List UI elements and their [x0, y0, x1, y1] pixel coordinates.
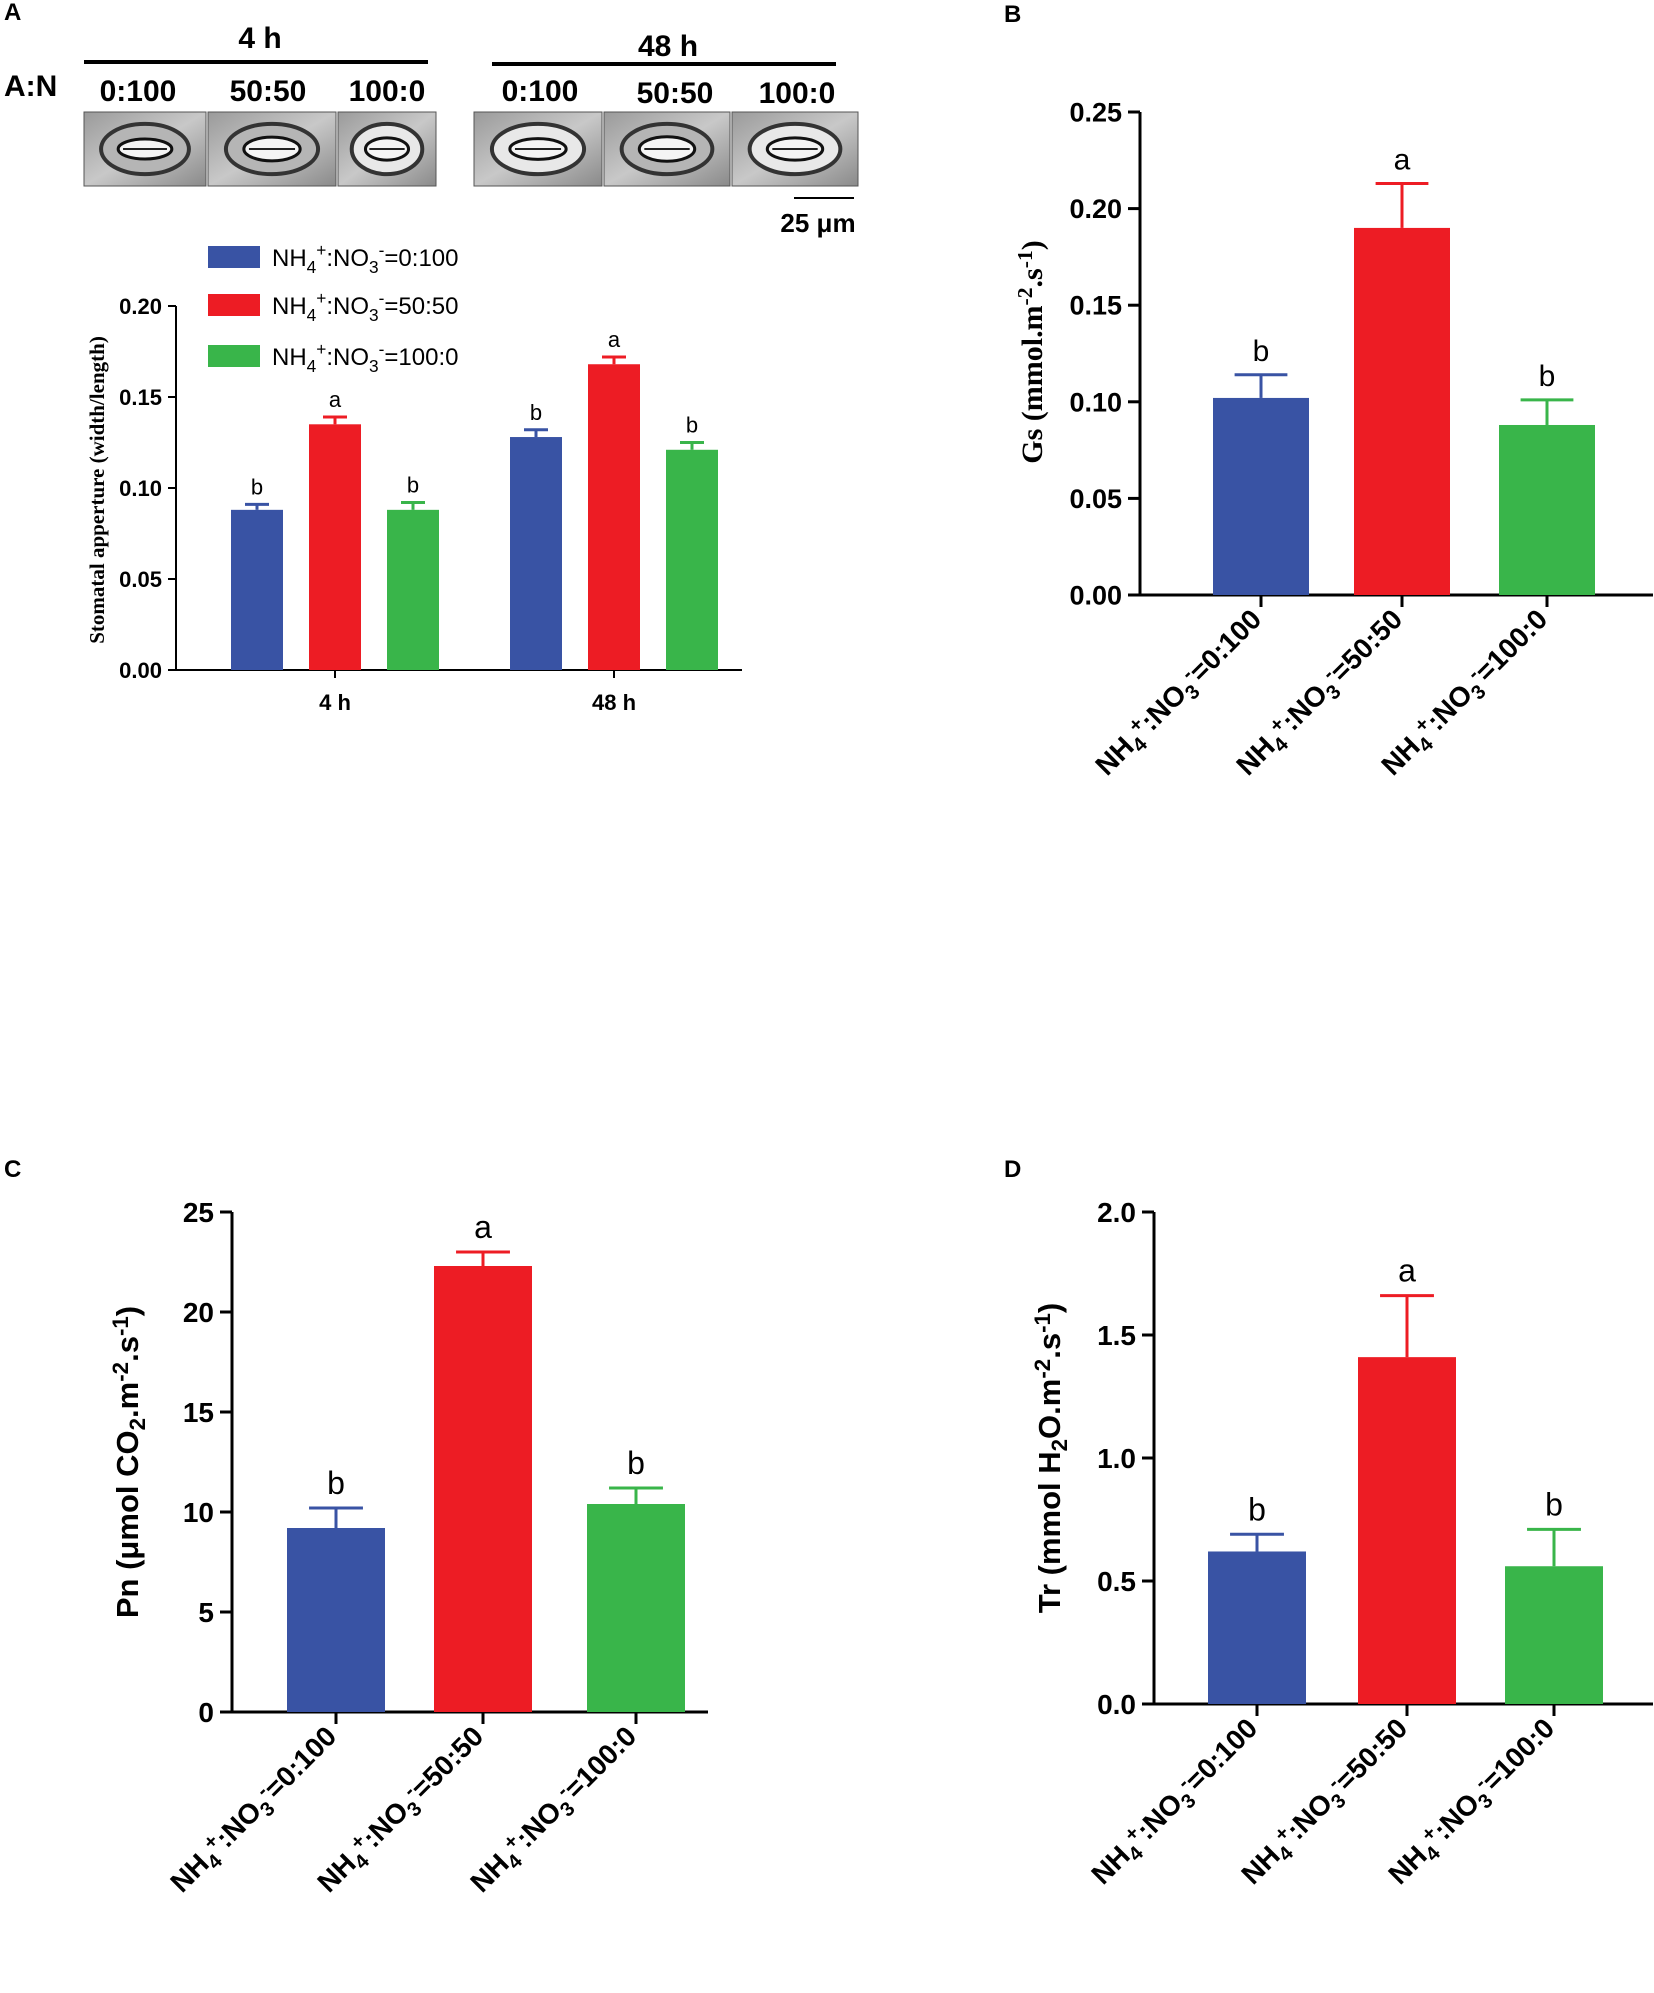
y-tick-label: 0.5	[1097, 1566, 1136, 1597]
legend-label: NH4+:NO3-=50:50	[272, 288, 458, 325]
y-tick-label: 0	[198, 1697, 214, 1728]
bar	[1358, 1357, 1456, 1704]
y-tick-label: 0.10	[119, 476, 162, 501]
bar	[1505, 1566, 1603, 1704]
bar	[588, 364, 640, 670]
significance-letter: a	[329, 387, 342, 412]
y-tick-label: 10	[183, 1497, 214, 1528]
ratio-label-4: 0:100	[502, 75, 579, 108]
y-tick-label: 0.25	[1069, 97, 1122, 127]
y-tick-label: 0.10	[1069, 387, 1122, 417]
y-tick-label: 0.20	[119, 294, 162, 319]
micrograph-tile	[473, 111, 603, 187]
row-label: A:N	[4, 70, 57, 103]
significance-letter: a	[608, 327, 621, 352]
y-tick-label: 5	[198, 1597, 214, 1628]
significance-letter: b	[530, 400, 542, 425]
chart-stomatal-aperture: 0.00 0.05 0.10 0.15 0.20 Stomatal apperture (…	[85, 240, 742, 715]
legend-label: NH4+:NO3-=0:100	[272, 240, 458, 277]
legend-label: NH4+:NO3-=100:0	[272, 339, 458, 376]
bar	[510, 437, 562, 670]
panel-label-a: A	[4, 0, 21, 26]
bar	[1354, 227, 1450, 596]
y-tick-label: 20	[183, 1297, 214, 1328]
legend-swatch	[208, 345, 260, 367]
significance-letter: a	[1394, 143, 1411, 176]
ratio-label-3: 100:0	[349, 75, 426, 108]
micrograph-tile	[337, 111, 437, 187]
y-axis-label: Pn (μmol CO2.m-2.s-1)	[108, 1306, 150, 1618]
bar	[387, 509, 439, 670]
ratio-label-1: 0:100	[100, 75, 177, 108]
ratio-label-6: 100:0	[759, 77, 836, 110]
y-tick-label: 0.00	[1069, 580, 1122, 610]
ratio-label-5: 50:50	[637, 77, 714, 110]
y-tick-label: 0.15	[119, 385, 162, 410]
bar	[309, 424, 361, 670]
y-tick-label: 1.0	[1097, 1443, 1136, 1474]
significance-letter: b	[1248, 1491, 1266, 1527]
y-tick-label: 0.15	[1069, 291, 1122, 321]
y-tick-label: 0.0	[1097, 1689, 1136, 1720]
stomata-micrographs	[83, 111, 859, 187]
time-group-48h: 48 h	[638, 30, 698, 63]
chart-pn: 0 5 10 15 20 25 Pn (μmol CO2.m-2.s-1) b NH4+:NO3…	[108, 1197, 708, 1903]
significance-letter: b	[627, 1445, 645, 1481]
bar	[1208, 1551, 1306, 1704]
y-tick-label: 0.05	[1069, 484, 1122, 514]
y-axis-label: Gs (mmol.m-2.s-1)	[1013, 240, 1049, 464]
bar	[587, 1504, 685, 1712]
y-axis-label: Tr (mmol H2O.m-2.s-1)	[1030, 1303, 1072, 1614]
significance-letter: a	[1398, 1253, 1416, 1289]
micrograph-tile	[731, 111, 859, 187]
significance-letter: b	[251, 474, 263, 499]
y-tick-label: 1.5	[1097, 1320, 1136, 1351]
y-axis-label: Stomatal apperture (width/length)	[85, 336, 109, 644]
bar	[1213, 397, 1309, 595]
legend-swatch	[208, 294, 260, 316]
x-category-label: NH4+:NO3-=100:0	[463, 1719, 647, 1903]
significance-letter: a	[474, 1209, 492, 1245]
y-tick-label: 0.00	[119, 658, 162, 683]
significance-letter: b	[686, 413, 698, 438]
micrograph-tile	[207, 111, 337, 187]
micrograph-tile	[83, 111, 207, 187]
significance-letter: b	[1539, 360, 1556, 393]
panel-label-c: C	[4, 1156, 21, 1183]
y-tick-label: 0.20	[1069, 194, 1122, 224]
significance-letter: b	[1545, 1486, 1563, 1522]
legend-swatch	[208, 246, 260, 268]
bar	[666, 449, 718, 670]
bar	[287, 1528, 385, 1712]
ratio-label-2: 50:50	[230, 75, 307, 108]
significance-letter: b	[407, 473, 419, 498]
chart-tr: 0.00.51.01.52.0Tr (mmol H2O.m-2.s-1)bNH4…	[1030, 1197, 1653, 1890]
micrograph-tile	[603, 111, 731, 187]
y-tick-label: 0.05	[119, 567, 162, 592]
panel-label-b: B	[1004, 1, 1021, 28]
micrograph-strip: A:N 4 h 48 h 0:100 50:50 100:0 0:100 50:…	[4, 22, 859, 238]
bar	[1499, 424, 1595, 595]
y-tick-label: 15	[183, 1397, 214, 1428]
panel-label-d: D	[1004, 1156, 1021, 1183]
y-tick-label: 25	[183, 1197, 214, 1228]
bar	[434, 1266, 532, 1712]
x-category-label: 48 h	[592, 690, 636, 715]
significance-letter: b	[327, 1465, 345, 1501]
bar	[231, 509, 283, 670]
x-category-label: 4 h	[319, 690, 351, 715]
time-group-4h: 4 h	[238, 22, 281, 55]
significance-letter: b	[1253, 335, 1270, 368]
y-tick-label: 2.0	[1097, 1197, 1136, 1228]
scale-bar-label: 25 μm	[780, 208, 855, 238]
chart-gs: 0.00 0.05 0.10 0.15 0.20 0.25 Gs (mmol.m-2.s-1…	[1013, 97, 1653, 781]
